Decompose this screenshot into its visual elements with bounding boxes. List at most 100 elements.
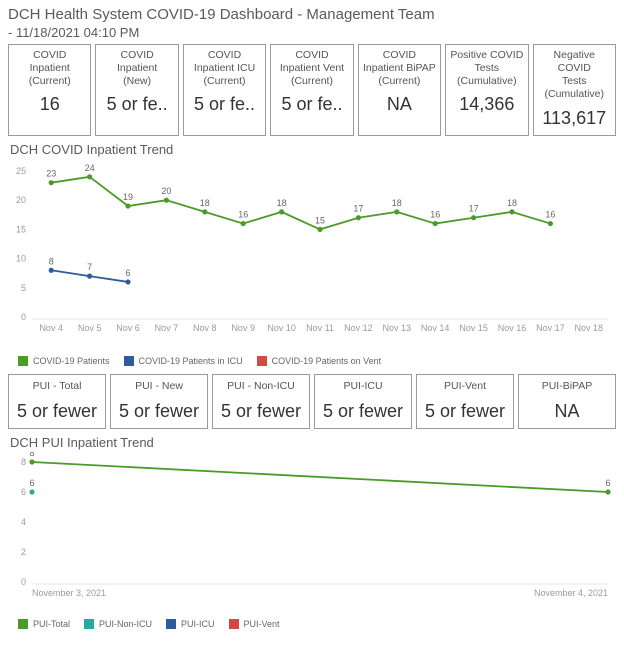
svg-text:18: 18 (507, 197, 517, 207)
chart2-title: DCH PUI Inpatient Trend (10, 435, 616, 450)
legend-label: COVID-19 Patients (33, 356, 110, 366)
metric-card-value: NA (361, 94, 438, 115)
metric-card: COVID Inpatient BiPAP (Current) NA (358, 44, 441, 136)
metric-card-value: 16 (11, 94, 88, 115)
legend-label: PUI-Non-ICU (99, 619, 152, 629)
metric-card: PUI-BiPAP NA (518, 374, 616, 429)
svg-text:18: 18 (277, 197, 287, 207)
svg-text:10: 10 (16, 253, 26, 263)
legend-item: COVID-19 Patients (18, 356, 110, 366)
page-timestamp: - 11/18/2021 04:10 PM (8, 25, 616, 40)
svg-text:4: 4 (21, 517, 26, 527)
metric-card-label: PUI - New (113, 379, 205, 395)
metric-card: PUI-Vent5 or fewer (416, 374, 514, 429)
svg-text:Nov 4: Nov 4 (39, 323, 63, 333)
svg-text:Nov 16: Nov 16 (498, 323, 527, 333)
metric-card: Negative COVID Tests (Cumulative) 113,617 (533, 44, 616, 136)
legend-item: PUI-Total (18, 619, 70, 629)
metric-card-label: PUI - Non-ICU (215, 379, 307, 395)
legend-label: COVID-19 Patients on Vent (272, 356, 382, 366)
metric-card: COVID Inpatient ICU (Current)5 or fe.. (183, 44, 266, 136)
svg-text:Nov 18: Nov 18 (575, 323, 604, 333)
svg-text:Nov 15: Nov 15 (459, 323, 488, 333)
svg-text:16: 16 (238, 209, 248, 219)
svg-text:Nov 5: Nov 5 (78, 323, 102, 333)
svg-text:17: 17 (469, 203, 479, 213)
svg-text:24: 24 (85, 162, 95, 172)
chart2: 02468November 3, 2021November 4, 2021866 (8, 452, 616, 615)
svg-text:7: 7 (87, 262, 92, 272)
metric-card-value: 5 or fewer (11, 401, 103, 422)
svg-text:Nov 11: Nov 11 (306, 323, 334, 333)
svg-text:20: 20 (16, 195, 26, 205)
metric-card: PUI - Non-ICU5 or fewer (212, 374, 310, 429)
metric-card-value: 5 or fewer (419, 401, 511, 422)
svg-text:Nov 17: Nov 17 (536, 323, 565, 333)
svg-text:6: 6 (21, 487, 26, 497)
legend-item: PUI-Vent (229, 619, 280, 629)
metric-card-value: NA (521, 401, 613, 422)
metric-card: COVID Inpatient (New) 5 or fe.. (95, 44, 178, 136)
metric-card-label: PUI - Total (11, 379, 103, 395)
metric-card-value: 14,366 (448, 94, 525, 115)
metric-card: COVID Inpatient (Current) 16 (8, 44, 91, 136)
legend-swatch (166, 619, 176, 629)
metric-card-value: 5 or fe.. (186, 94, 263, 115)
svg-text:5: 5 (21, 282, 26, 292)
legend-swatch (124, 356, 134, 366)
metric-card-label: PUI-ICU (317, 379, 409, 395)
svg-text:20: 20 (161, 186, 171, 196)
metric-card-label: COVID Inpatient (New) (98, 49, 175, 88)
metric-card-value: 5 or fe.. (273, 94, 350, 115)
legend-label: PUI-Total (33, 619, 70, 629)
svg-text:Nov 7: Nov 7 (155, 323, 179, 333)
svg-text:8: 8 (29, 452, 34, 458)
metric-cards-mid: PUI - Total5 or fewerPUI - New5 or fewer… (8, 374, 616, 429)
legend-label: PUI-Vent (244, 619, 280, 629)
svg-text:16: 16 (430, 209, 440, 219)
metric-card-value: 5 or fewer (317, 401, 409, 422)
svg-text:8: 8 (49, 256, 54, 266)
metric-cards-top: COVID Inpatient (Current)16COVID Inpatie… (8, 44, 616, 136)
metric-card: COVID Inpatient Vent (Current) 5 or fe.. (270, 44, 353, 136)
page-title: DCH Health System COVID-19 Dashboard - M… (8, 6, 616, 23)
svg-text:6: 6 (605, 478, 610, 488)
legend-swatch (229, 619, 239, 629)
metric-card: PUI-ICU 5 or fewer (314, 374, 412, 429)
legend-swatch (18, 356, 28, 366)
metric-card-value: 113,617 (536, 108, 613, 129)
svg-text:November 4, 2021: November 4, 2021 (534, 588, 608, 598)
legend-item: COVID-19 Patients in ICU (124, 356, 243, 366)
svg-text:18: 18 (392, 197, 402, 207)
metric-card: Positive COVID Tests (Cumulative)14,366 (445, 44, 528, 136)
svg-text:Nov 10: Nov 10 (267, 323, 296, 333)
svg-text:Nov 13: Nov 13 (383, 323, 412, 333)
metric-card-label: Negative COVID Tests (Cumulative) (536, 49, 613, 102)
svg-text:19: 19 (123, 192, 133, 202)
legend-swatch (84, 619, 94, 629)
chart2-legend: PUI-Total PUI-Non-ICU PUI-ICU PUI-Vent (8, 615, 616, 637)
svg-text:8: 8 (21, 457, 26, 467)
svg-text:6: 6 (29, 478, 34, 488)
legend-item: COVID-19 Patients on Vent (257, 356, 382, 366)
metric-card: PUI - New5 or fewer (110, 374, 208, 429)
legend-item: PUI-Non-ICU (84, 619, 152, 629)
chart1-title: DCH COVID Inpatient Trend (10, 142, 616, 157)
svg-text:November 3, 2021: November 3, 2021 (32, 588, 106, 598)
svg-text:17: 17 (353, 203, 363, 213)
svg-text:2: 2 (21, 547, 26, 557)
metric-card-value: 5 or fe.. (98, 94, 175, 115)
legend-swatch (18, 619, 28, 629)
svg-text:Nov 6: Nov 6 (116, 323, 140, 333)
metric-card-label: COVID Inpatient BiPAP (Current) (361, 49, 438, 88)
legend-item: PUI-ICU (166, 619, 215, 629)
metric-card-label: PUI-BiPAP (521, 379, 613, 395)
svg-text:Nov 12: Nov 12 (344, 323, 373, 333)
metric-card-label: COVID Inpatient (Current) (11, 49, 88, 88)
legend-label: PUI-ICU (181, 619, 215, 629)
metric-card-label: COVID Inpatient Vent (Current) (273, 49, 350, 88)
chart1: 0510152025Nov 4Nov 5Nov 6Nov 7Nov 8Nov 9… (8, 159, 616, 352)
legend-swatch (257, 356, 267, 366)
svg-text:6: 6 (125, 267, 130, 277)
legend-label: COVID-19 Patients in ICU (139, 356, 243, 366)
